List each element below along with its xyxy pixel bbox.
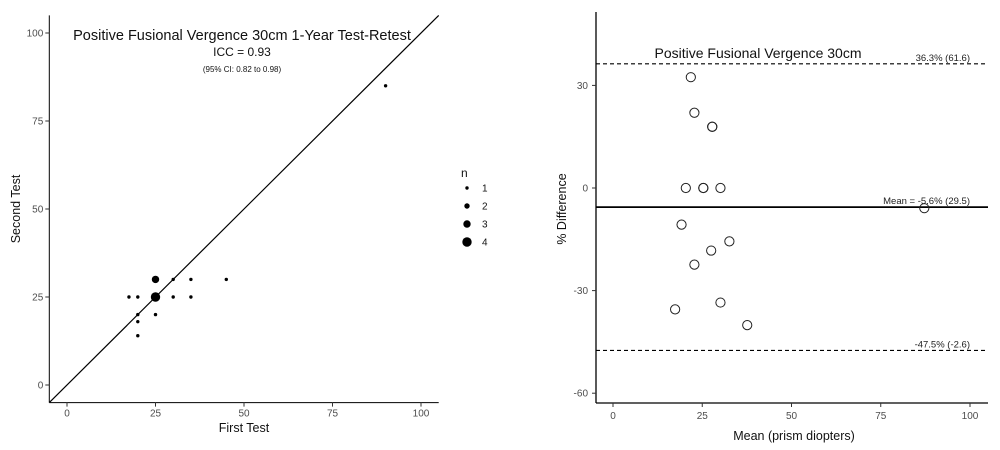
- data-point: [676, 219, 687, 230]
- data-point: [742, 320, 753, 331]
- legend-key: [464, 203, 470, 209]
- data-point: [689, 259, 700, 270]
- left-y-tick-label: 0: [38, 381, 44, 392]
- right-x-tick-label: 50: [786, 411, 798, 422]
- data-point: [189, 295, 193, 299]
- size-legend: 1 2 3 4: [462, 184, 488, 249]
- reference-line-label: 36.3% (61.6): [916, 53, 970, 64]
- legend-label: 3: [482, 220, 488, 231]
- left-y-tick-label: 75: [32, 117, 44, 128]
- data-point: [171, 295, 175, 299]
- right-y-tick-label: -60: [574, 389, 589, 400]
- legend-label: 4: [482, 238, 488, 249]
- left-y-axis-label: Second Test: [9, 174, 23, 243]
- data-point: [127, 295, 131, 299]
- right-y-tick-label: -30: [574, 286, 589, 297]
- data-point: [383, 84, 388, 88]
- right-y-tick-label: 30: [577, 81, 589, 92]
- data-point: [685, 72, 696, 83]
- data-point: [151, 275, 160, 284]
- legend-label: 2: [482, 202, 488, 213]
- right-x-tick-label: 75: [875, 411, 887, 422]
- left-y-tick-label: 25: [32, 293, 44, 304]
- test-retest-scatter-plot: Positive Fusional Vergence 30cm 1-Year T…: [9, 14, 488, 435]
- left-x-tick-label: 75: [327, 409, 339, 420]
- legend-label: 1: [482, 184, 488, 195]
- data-point: [670, 304, 681, 315]
- left-x-tick-label: 25: [150, 409, 162, 420]
- right-x-tick-label: 100: [962, 411, 979, 422]
- bland-altman-plot: Positive Fusional Vergence 30cm Mean (pr…: [555, 12, 988, 443]
- data-point: [153, 312, 158, 317]
- data-point: [189, 277, 193, 282]
- data-point: [707, 121, 718, 132]
- data-point: [715, 297, 726, 308]
- legend-key: [463, 220, 471, 228]
- left-x-axis-label: First Test: [219, 421, 270, 435]
- data-point: [136, 312, 140, 317]
- right-y-tick-label: 0: [582, 184, 588, 195]
- left-y-tick-label: 50: [32, 205, 44, 216]
- legend-key: [462, 237, 472, 247]
- data-point: [224, 277, 228, 282]
- identity-line: [48, 14, 440, 404]
- data-point: [689, 107, 700, 118]
- left-chart-ci: (95% CI: 0.82 to 0.98): [203, 65, 282, 74]
- data-point: [171, 277, 175, 282]
- left-chart-title: Positive Fusional Vergence 30cm 1-Year T…: [73, 28, 411, 44]
- reference-line-label: Mean = -5.6% (29.5): [883, 196, 970, 207]
- data-point: [706, 245, 717, 256]
- data-point: [919, 203, 930, 214]
- legend-title: n: [461, 166, 468, 180]
- right-x-axis-label: Mean (prism diopters): [733, 429, 855, 443]
- reference-line-label: -47.5% (-2.6): [915, 339, 970, 350]
- data-point: [715, 182, 726, 194]
- left-x-tick-label: 50: [238, 409, 250, 420]
- left-x-tick-label: 100: [413, 409, 430, 420]
- right-chart-title: Positive Fusional Vergence 30cm: [655, 45, 862, 61]
- data-point: [150, 292, 161, 302]
- legend-key: [465, 186, 469, 190]
- right-x-tick-label: 0: [610, 411, 616, 422]
- right-x-tick-label: 25: [697, 411, 709, 422]
- data-point: [680, 182, 691, 194]
- left-x-tick-label: 0: [64, 409, 70, 420]
- right-y-axis-label: % Difference: [555, 173, 569, 244]
- data-point: [136, 295, 140, 299]
- data-point: [698, 182, 709, 194]
- left-chart-icc: ICC = 0.93: [213, 45, 271, 59]
- data-point: [724, 236, 735, 247]
- data-point: [136, 319, 140, 324]
- left-y-tick-label: 100: [27, 29, 44, 40]
- data-point: [136, 334, 140, 338]
